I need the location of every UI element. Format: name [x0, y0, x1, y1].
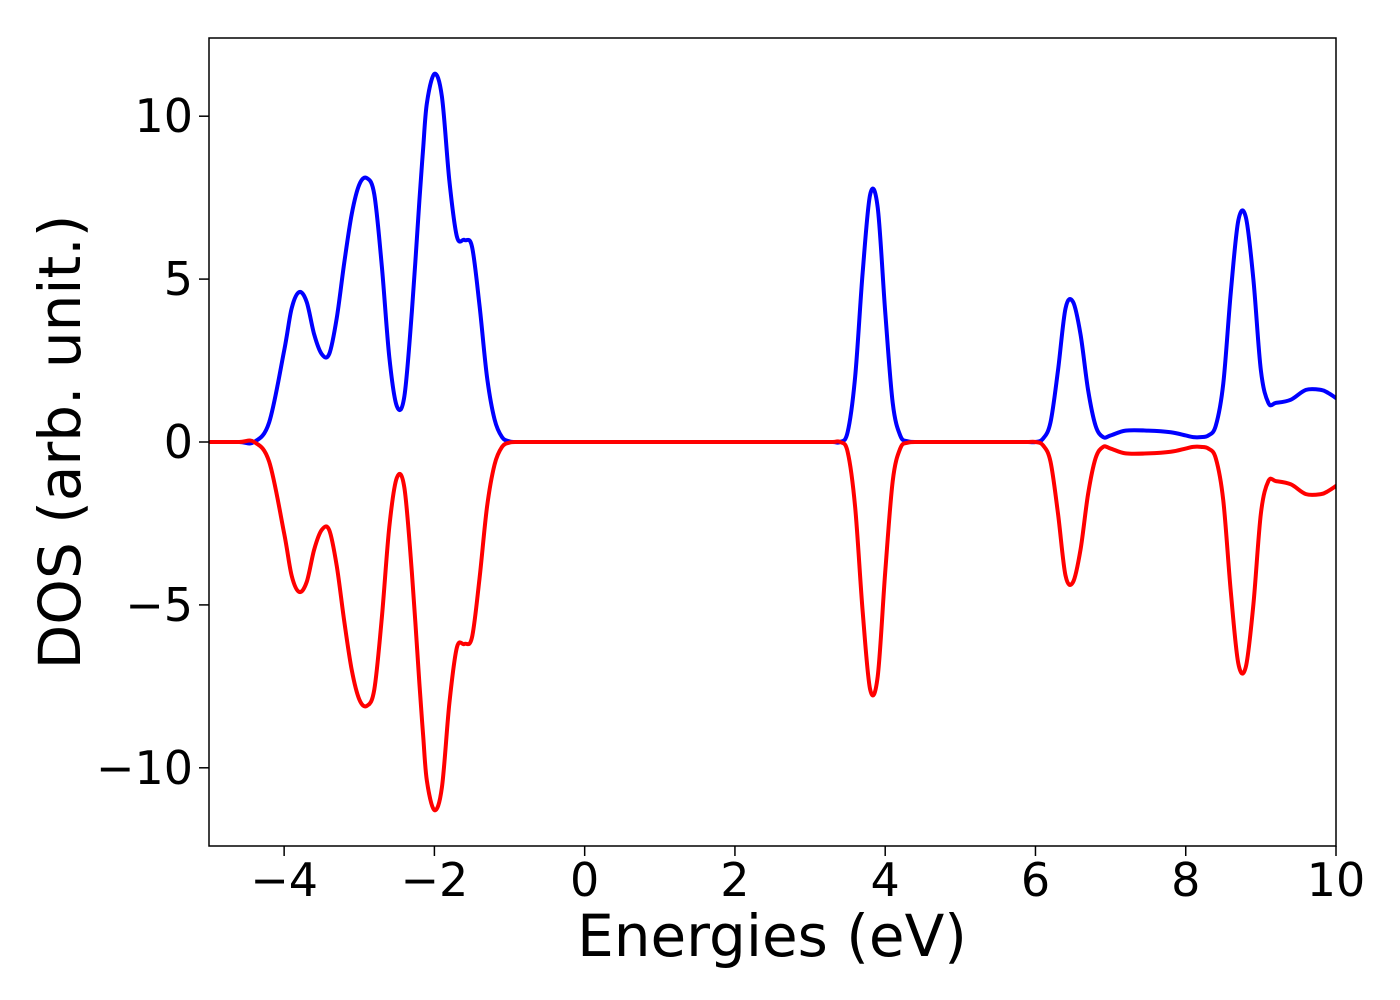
y-tick-label: −10 [96, 741, 193, 795]
x-tick-label: 2 [720, 853, 749, 907]
series-line-red [209, 438, 1336, 813]
series-line-blue [209, 71, 1336, 446]
y-axis-label: DOS (arb. unit.) [26, 215, 94, 670]
x-tick-label: 6 [1021, 853, 1050, 907]
x-tick-label: −4 [250, 853, 318, 907]
x-tick-label: 4 [871, 853, 900, 907]
y-tick-label: −5 [125, 578, 193, 632]
y-tick-label: 5 [164, 252, 193, 306]
y-tick-label: 10 [134, 89, 193, 143]
x-axis-label: Energies (eV) [577, 902, 967, 970]
y-tick-label: 0 [164, 415, 193, 469]
x-tick-label: 0 [570, 853, 599, 907]
x-tick-label: 8 [1171, 853, 1200, 907]
x-tick-label: −2 [400, 853, 468, 907]
x-tick-label: 10 [1307, 853, 1366, 907]
